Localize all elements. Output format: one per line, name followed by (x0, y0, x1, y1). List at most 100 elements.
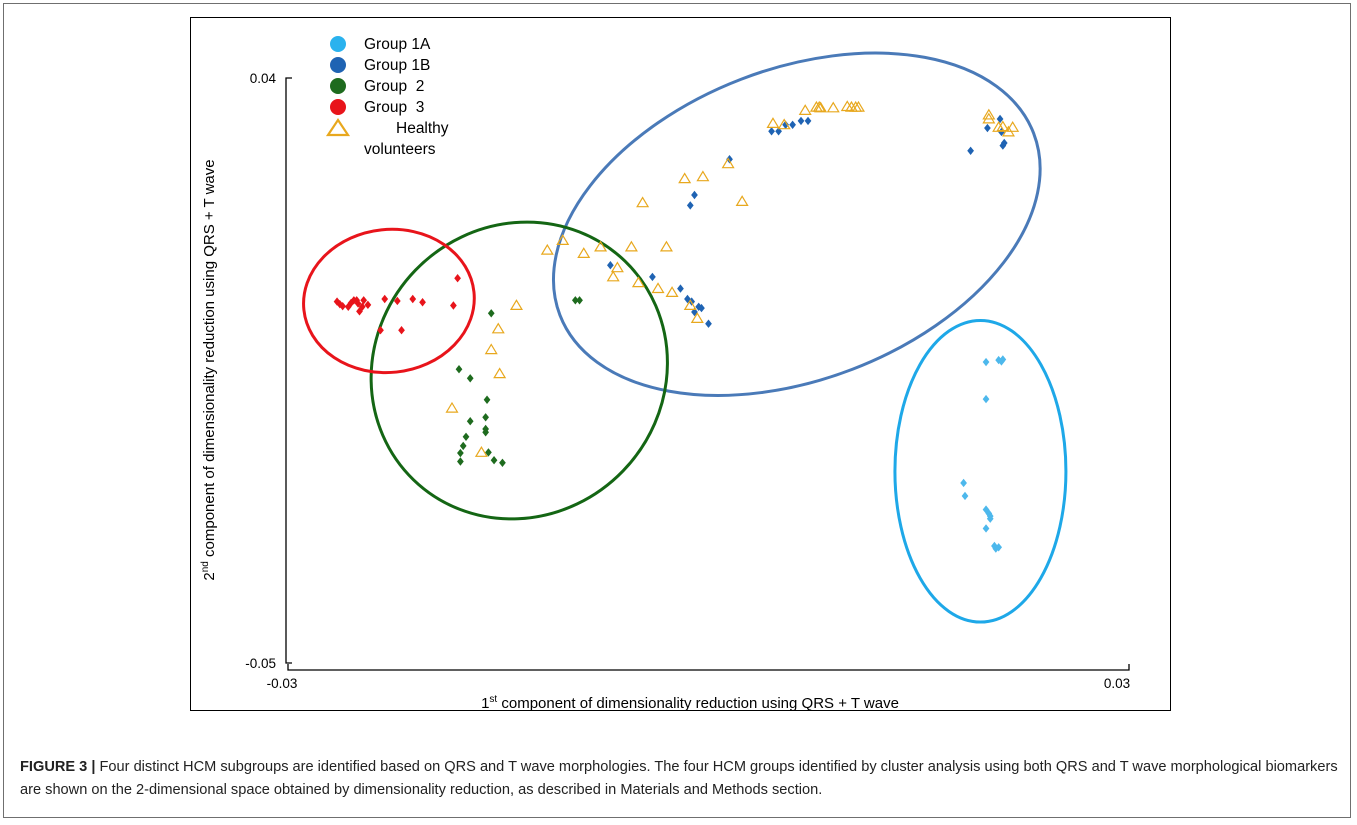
point-group-2-9 (490, 456, 498, 465)
figure-caption: FIGURE 3 | Four distinct HCM subgroups a… (20, 756, 1342, 802)
point-group-2-2 (466, 374, 474, 383)
point-group-1b-18 (698, 303, 705, 313)
y-axis-label: 2nd component of dimensionality reductio… (200, 159, 218, 580)
point-group-1b-23 (726, 155, 733, 164)
point-group-3-8 (356, 307, 363, 316)
y-axis-line (285, 77, 292, 664)
point-group-1b-14 (677, 284, 684, 293)
point-healthy-volunteers-19 (696, 170, 710, 182)
figure-frame (3, 3, 1351, 818)
point-healthy-volunteers-4 (814, 101, 828, 113)
point-healthy-volunteers-23 (606, 270, 620, 282)
point-healthy-volunteers-28 (678, 172, 692, 184)
legend-marker-group-1b (330, 57, 346, 73)
point-group-2-13 (459, 441, 467, 451)
legend-marker-healthy-volunteers (325, 118, 351, 137)
point-healthy-volunteers-34 (690, 312, 704, 323)
point-group-1b-2 (782, 120, 789, 129)
caption-text: Four distinct HCM subgroups are identifi… (20, 759, 1338, 798)
legend-marker-group-1a (330, 36, 346, 52)
point-group-3-12 (393, 296, 401, 306)
point-group-1a-3 (999, 355, 1007, 364)
point-group-2-10 (499, 458, 506, 467)
point-group-3-9 (364, 300, 372, 310)
point-healthy-volunteers-17 (735, 195, 749, 206)
point-healthy-volunteers-38 (493, 367, 507, 379)
point-group-2-8 (485, 448, 492, 457)
point-group-1a-5 (960, 478, 967, 488)
point-healthy-volunteers-33 (683, 299, 697, 310)
point-group-1b-13 (649, 272, 656, 282)
plot-border (190, 17, 1171, 711)
point-healthy-volunteers-11 (982, 108, 996, 120)
point-healthy-volunteers-6 (826, 101, 840, 113)
point-healthy-volunteers-2 (798, 104, 812, 115)
point-healthy-volunteers-12 (982, 112, 996, 124)
cluster-ellipse-group-1a (893, 318, 1068, 624)
point-group-1b-0 (768, 127, 775, 136)
point-healthy-volunteers-25 (577, 247, 591, 258)
point-healthy-volunteers-27 (540, 243, 554, 255)
point-healthy-volunteers-10 (851, 100, 865, 112)
legend-label-healthy: Healthy (396, 120, 449, 137)
point-group-2-0 (487, 309, 495, 318)
cluster-ellipses (302, 51, 1068, 624)
x-tick-label-left: -0.03 (267, 676, 298, 691)
point-group-2-6 (457, 448, 464, 458)
point-group-3-19 (333, 297, 341, 306)
point-group-1b-21 (686, 201, 694, 210)
point-group-2-3 (483, 395, 491, 404)
point-group-1b-22 (691, 190, 698, 200)
legend-label-group-3: Group 3 (364, 99, 424, 116)
point-group-2-1 (455, 365, 463, 374)
point-healthy-volunteers-24 (594, 240, 608, 252)
point-group-3-18 (377, 326, 384, 335)
point-group-1b-1 (775, 127, 782, 136)
point-group-1a-11 (982, 524, 990, 533)
point-group-1b-19 (705, 319, 712, 328)
point-group-3-6 (354, 299, 362, 308)
point-group-3-11 (381, 294, 389, 304)
point-group-1a-14 (995, 543, 1003, 552)
point-healthy-volunteers-31 (651, 282, 665, 294)
point-group-2-7 (457, 457, 464, 466)
cluster-ellipse-group-3 (302, 227, 476, 375)
point-group-2-15 (571, 296, 579, 305)
legend-marker-group-3 (330, 99, 346, 115)
point-healthy-volunteers-32 (665, 286, 679, 297)
legend-label-group-1b: Group 1B (364, 57, 430, 74)
x-axis-label: 1st component of dimensionality reductio… (481, 694, 899, 712)
point-healthy-volunteers-39 (445, 401, 459, 413)
point-group-3-14 (419, 298, 426, 307)
point-healthy-volunteers-40 (474, 446, 488, 457)
point-healthy-volunteers-37 (484, 343, 498, 355)
point-group-1a-8 (985, 509, 993, 518)
point-healthy-volunteers-14 (996, 120, 1010, 132)
point-group-2-12 (462, 432, 470, 441)
point-healthy-volunteers-13 (992, 121, 1006, 132)
point-healthy-volunteers-30 (631, 276, 645, 288)
legend-label-volunteers: volunteers (364, 141, 436, 158)
data-points (333, 100, 1020, 553)
legend-label-group-2: Group 2 (364, 78, 424, 95)
point-group-1b-5 (804, 116, 812, 126)
cluster-ellipse-group-2 (369, 220, 669, 521)
caption-label: FIGURE 3 | (20, 759, 96, 775)
point-group-1b-11 (1000, 138, 1008, 148)
point-group-2-16 (576, 296, 583, 305)
point-healthy-volunteers-35 (509, 299, 523, 310)
point-group-1a-6 (961, 491, 969, 501)
point-group-2-14 (466, 417, 474, 426)
point-group-1b-7 (984, 123, 991, 133)
point-group-1b-3 (789, 120, 796, 129)
legend-marker-group-2 (330, 78, 346, 94)
point-healthy-volunteers-21 (624, 240, 638, 252)
point-group-1b-10 (999, 141, 1007, 150)
point-group-1b-4 (797, 116, 805, 126)
x-tick-label-right: 0.03 (1104, 676, 1130, 691)
point-healthy-volunteers-26 (556, 234, 570, 245)
legend-label-group-1a: Group 1A (364, 36, 431, 53)
point-group-1a-0 (982, 357, 990, 367)
point-healthy-volunteers-5 (812, 100, 826, 112)
point-healthy-volunteers-16 (1006, 121, 1020, 132)
